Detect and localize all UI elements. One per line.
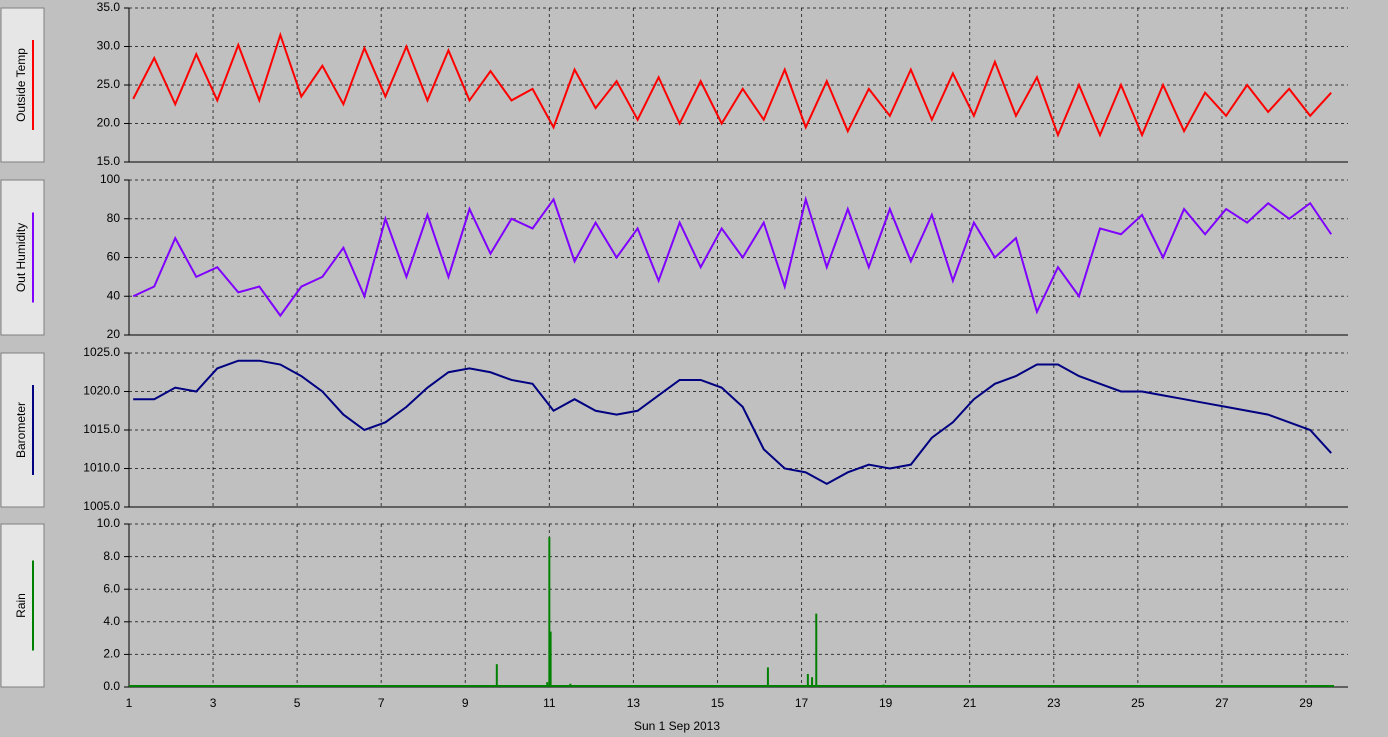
x-tick-label: 19 [879,696,893,710]
x-tick-label: 17 [795,696,809,710]
x-axis-label: Sun 1 Sep 2013 [634,719,720,733]
data-line [132,195,1333,318]
y-tick-label: 1010.0 [83,461,120,475]
y-tick-label: 60 [107,250,121,264]
data-line [133,359,1332,486]
bar [548,537,551,687]
bar [815,613,818,687]
y-tick-label: 20.0 [97,116,121,130]
x-tick-label: 9 [462,696,469,710]
y-tick-label: 25.0 [97,77,121,91]
y-axis-label: Outside Temp [14,48,28,122]
bar [546,682,549,687]
y-tick-label: 0.0 [103,679,120,693]
x-tick-label: 29 [1299,696,1313,710]
x-tick-label: 13 [627,696,641,710]
y-tick-label: 6.0 [103,581,120,595]
bar [766,667,769,687]
x-tick-label: 5 [294,696,301,710]
bar [495,664,498,687]
bar [1014,685,1017,687]
x-tick-label: 15 [711,696,725,710]
y-tick-label: 100 [100,172,120,186]
y-axis-label: Out Humidity [14,223,28,292]
y-axis-label: Barometer [14,402,28,458]
x-tick-label: 1 [126,696,133,710]
y-tick-label: 80 [107,211,121,225]
y-tick-label: 8.0 [103,549,120,563]
y-tick-label: 20 [107,327,121,341]
x-tick-label: 7 [378,696,385,710]
y-tick-label: 35.0 [97,0,121,14]
x-tick-label: 23 [1047,696,1061,710]
bar [903,685,906,687]
x-tick-label: 11 [543,696,556,710]
y-tick-label: 15.0 [97,154,121,168]
y-tick-label: 40 [107,288,121,302]
y-axis-label: Rain [14,593,28,618]
x-tick-label: 21 [963,696,977,710]
y-tick-label: 2.0 [103,647,120,661]
bar [549,631,552,687]
y-tick-label: 1025.0 [83,345,120,359]
bar [806,673,809,687]
axis-label-box [0,352,45,508]
bar [811,677,814,687]
x-tick-label: 27 [1215,696,1229,710]
data-line [132,31,1332,138]
y-tick-label: 4.0 [103,614,120,628]
bar [569,683,572,687]
x-tick-label: 3 [210,696,217,710]
x-tick-label: 25 [1131,696,1145,710]
y-tick-label: 1020.0 [83,384,120,398]
y-tick-label: 30.0 [97,39,121,53]
axis-label-box [0,179,45,336]
y-tick-label: 1005.0 [83,499,120,513]
bar [882,684,885,687]
y-tick-label: 10.0 [97,516,121,530]
axis-label-box [0,7,45,163]
y-tick-label: 1015.0 [83,422,120,436]
axis-label-box [0,523,45,688]
